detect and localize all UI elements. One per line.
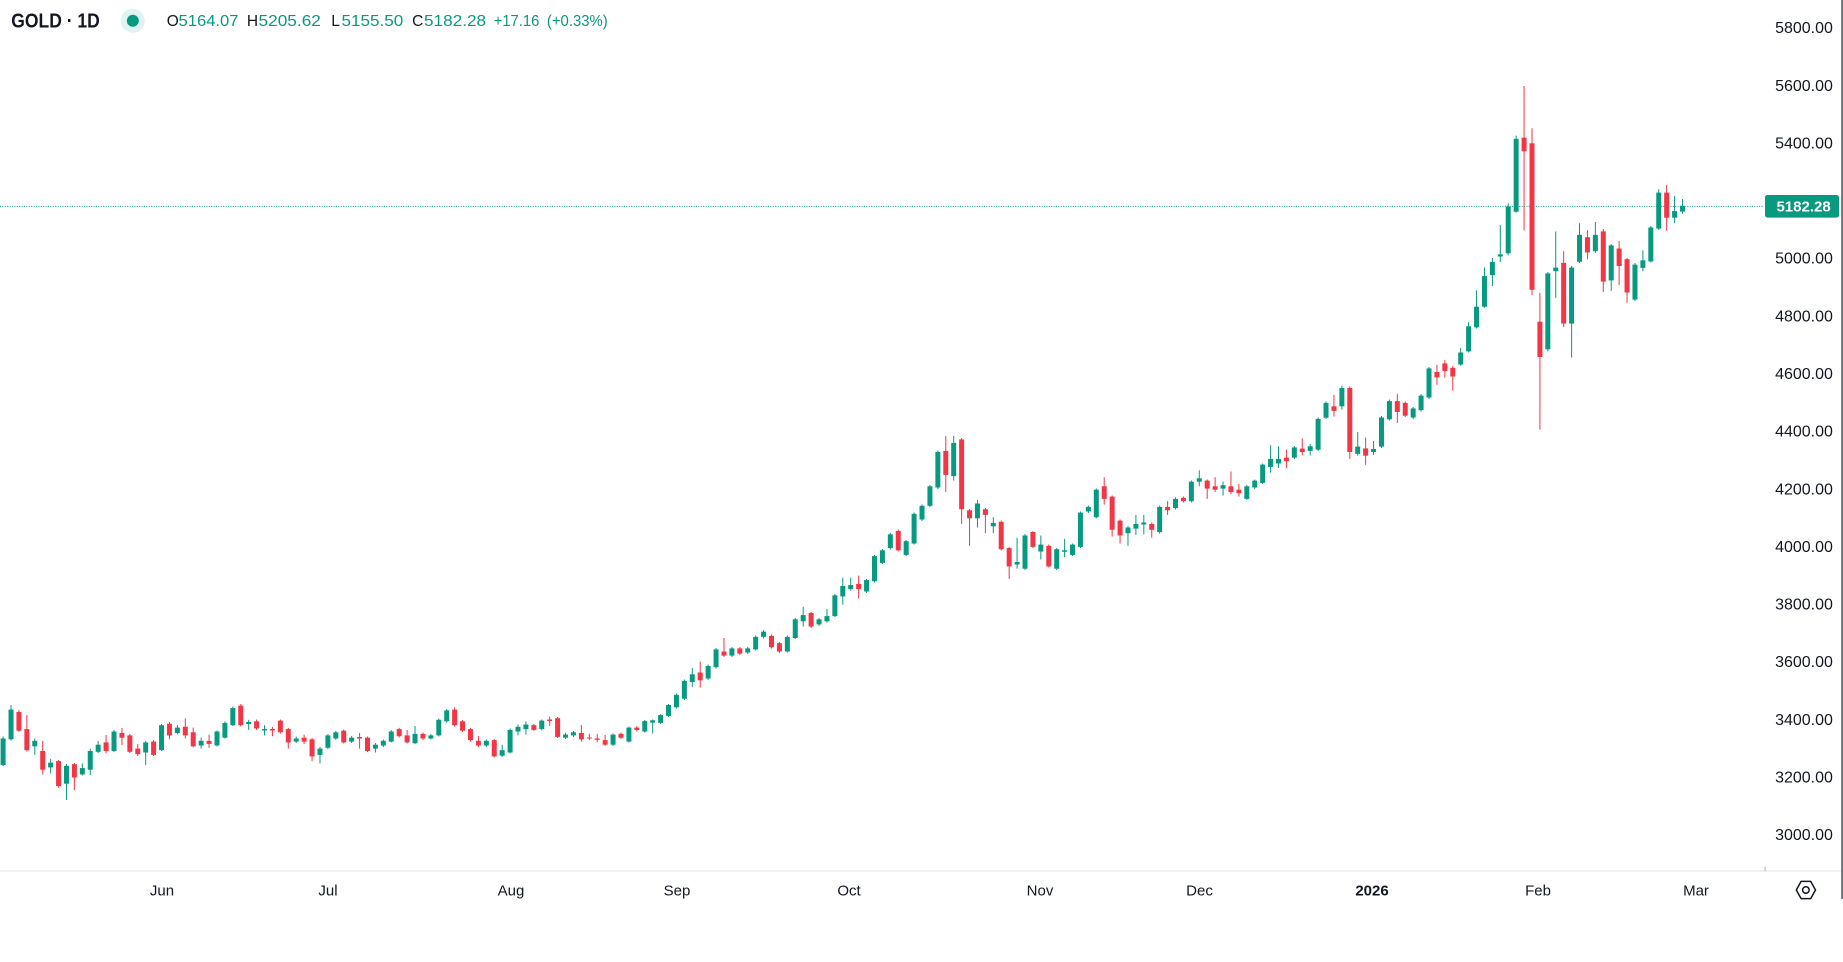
- svg-text:Oct: Oct: [837, 883, 861, 900]
- svg-text:4200.00: 4200.00: [1775, 481, 1833, 498]
- svg-text:GOLD · 1D: GOLD · 1D: [11, 11, 100, 33]
- svg-text:5205.62: 5205.62: [259, 13, 321, 30]
- svg-text:O: O: [167, 13, 179, 30]
- svg-text:Jul: Jul: [318, 883, 337, 900]
- svg-text:Aug: Aug: [498, 883, 525, 900]
- svg-text:5155.50: 5155.50: [342, 13, 404, 30]
- svg-text:5182.28: 5182.28: [424, 13, 486, 30]
- svg-text:3400.00: 3400.00: [1775, 712, 1833, 729]
- svg-text:3000.00: 3000.00: [1775, 827, 1833, 844]
- svg-text:2026: 2026: [1355, 883, 1388, 900]
- svg-text:5400.00: 5400.00: [1775, 135, 1833, 152]
- svg-text:Jun: Jun: [150, 883, 174, 900]
- svg-text:3800.00: 3800.00: [1775, 597, 1833, 614]
- svg-text:Sep: Sep: [664, 883, 691, 900]
- svg-text:5182.28: 5182.28: [1776, 198, 1830, 215]
- svg-text:4600.00: 4600.00: [1775, 366, 1833, 383]
- svg-text:(+0.33%): (+0.33%): [547, 13, 608, 30]
- svg-text:4800.00: 4800.00: [1775, 308, 1833, 325]
- svg-text:Mar: Mar: [1683, 883, 1709, 900]
- svg-text:5600.00: 5600.00: [1775, 78, 1833, 95]
- svg-text:5000.00: 5000.00: [1775, 251, 1833, 268]
- svg-text:L: L: [331, 13, 340, 30]
- svg-text:5800.00: 5800.00: [1775, 20, 1833, 37]
- svg-text:+17.16: +17.16: [494, 13, 540, 30]
- svg-text:Dec: Dec: [1186, 883, 1213, 900]
- svg-text:4000.00: 4000.00: [1775, 539, 1833, 556]
- svg-text:3600.00: 3600.00: [1775, 654, 1833, 671]
- svg-text:Nov: Nov: [1027, 883, 1054, 900]
- svg-text:Feb: Feb: [1525, 883, 1551, 900]
- svg-text:4400.00: 4400.00: [1775, 424, 1833, 441]
- svg-text:5164.07: 5164.07: [179, 13, 239, 30]
- svg-text:H: H: [247, 13, 258, 30]
- svg-text:C: C: [412, 13, 423, 30]
- svg-text:3200.00: 3200.00: [1775, 770, 1833, 787]
